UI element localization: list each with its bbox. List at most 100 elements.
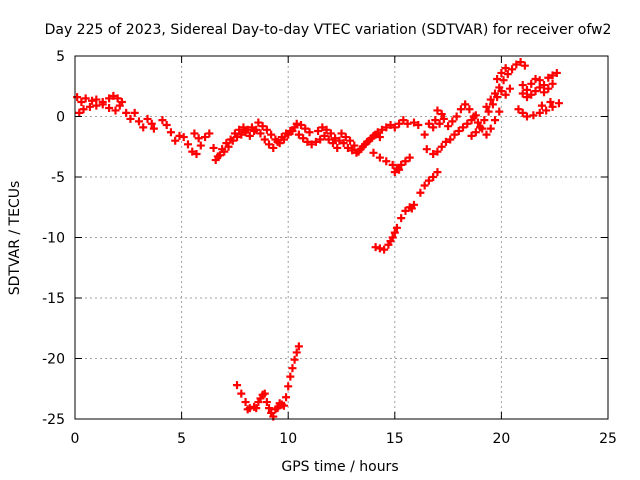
data-point bbox=[130, 108, 139, 117]
data-point bbox=[405, 153, 414, 162]
data-point bbox=[546, 97, 555, 106]
data-point bbox=[471, 128, 480, 137]
y-tick-label: -25 bbox=[42, 412, 65, 428]
data-point bbox=[348, 146, 357, 155]
data-point bbox=[522, 85, 531, 94]
data-point bbox=[544, 73, 553, 82]
x-axis-label: GPS time / hours bbox=[281, 459, 398, 475]
data-point bbox=[437, 110, 446, 119]
data-point bbox=[548, 102, 557, 111]
data-point bbox=[256, 129, 265, 138]
data-point bbox=[505, 84, 514, 93]
data-point bbox=[92, 101, 101, 110]
data-point bbox=[237, 389, 246, 398]
data-point bbox=[508, 65, 517, 74]
data-point bbox=[403, 119, 412, 128]
data-point bbox=[446, 135, 455, 144]
data-point bbox=[333, 143, 342, 152]
data-point bbox=[420, 130, 429, 139]
x-tick-label: 15 bbox=[386, 431, 404, 447]
data-point bbox=[179, 133, 188, 142]
data-point bbox=[531, 87, 540, 96]
data-point bbox=[390, 168, 399, 177]
data-point bbox=[335, 136, 344, 145]
data-point bbox=[371, 243, 380, 252]
data-point bbox=[143, 114, 152, 123]
data-point bbox=[390, 228, 399, 237]
data-point bbox=[205, 129, 214, 138]
data-point bbox=[548, 71, 557, 80]
data-point bbox=[85, 102, 94, 111]
data-point bbox=[473, 118, 482, 127]
data-point bbox=[435, 119, 444, 128]
data-point bbox=[429, 123, 438, 132]
x-tick-label: 10 bbox=[279, 431, 297, 447]
data-point bbox=[497, 68, 506, 77]
data-point bbox=[105, 104, 114, 113]
data-point bbox=[294, 342, 303, 351]
data-point bbox=[122, 108, 131, 117]
data-point bbox=[503, 70, 512, 79]
data-point bbox=[311, 137, 320, 146]
data-point bbox=[350, 141, 359, 150]
data-point bbox=[320, 131, 329, 140]
data-point bbox=[162, 120, 171, 129]
y-tick-label: -5 bbox=[51, 170, 65, 186]
data-point bbox=[241, 128, 250, 137]
data-point bbox=[401, 206, 410, 215]
data-point bbox=[269, 143, 278, 152]
data-point bbox=[501, 90, 510, 99]
data-point bbox=[465, 105, 474, 114]
x-tick-label: 0 bbox=[71, 431, 80, 447]
data-point bbox=[375, 244, 384, 253]
data-point bbox=[484, 107, 493, 116]
data-point bbox=[535, 83, 544, 92]
chart-title: Day 225 of 2023, Sidereal Day-to-day VTE… bbox=[45, 22, 612, 38]
series-descending-branch bbox=[371, 168, 442, 254]
y-tick-label: 5 bbox=[56, 49, 65, 65]
data-point bbox=[299, 134, 308, 143]
data-point bbox=[531, 74, 540, 83]
x-tick-label: 20 bbox=[492, 431, 510, 447]
data-point bbox=[316, 135, 325, 144]
data-point bbox=[395, 119, 404, 128]
data-point bbox=[286, 372, 295, 381]
data-point bbox=[452, 112, 461, 121]
data-point bbox=[482, 102, 491, 111]
data-point bbox=[252, 125, 261, 134]
data-point bbox=[331, 134, 340, 143]
data-point bbox=[279, 135, 288, 144]
data-point bbox=[388, 160, 397, 169]
data-point bbox=[527, 79, 536, 88]
data-point bbox=[461, 100, 470, 109]
data-point bbox=[486, 95, 495, 104]
data-point bbox=[290, 355, 299, 364]
data-point bbox=[386, 120, 395, 129]
y-tick-label: -20 bbox=[42, 352, 65, 368]
data-point bbox=[111, 106, 120, 115]
data-point bbox=[537, 101, 546, 110]
data-point bbox=[292, 119, 301, 128]
data-point bbox=[271, 135, 280, 144]
data-point bbox=[166, 128, 175, 137]
data-point bbox=[292, 348, 301, 357]
data-point bbox=[380, 245, 389, 254]
data-point bbox=[390, 123, 399, 132]
data-point bbox=[237, 130, 246, 139]
series-low-cluster bbox=[233, 342, 303, 421]
data-point bbox=[77, 97, 86, 106]
data-point bbox=[540, 81, 549, 90]
data-point bbox=[252, 404, 261, 413]
data-point bbox=[375, 153, 384, 162]
data-point bbox=[294, 130, 303, 139]
data-point bbox=[512, 60, 521, 69]
data-point bbox=[527, 90, 536, 99]
data-points bbox=[73, 58, 563, 421]
data-point bbox=[378, 125, 387, 134]
data-point bbox=[491, 89, 500, 98]
data-point bbox=[491, 116, 500, 125]
data-point bbox=[501, 64, 510, 73]
data-point bbox=[262, 125, 271, 134]
x-tick-label: 5 bbox=[177, 431, 186, 447]
y-tick-label: 0 bbox=[56, 110, 65, 126]
